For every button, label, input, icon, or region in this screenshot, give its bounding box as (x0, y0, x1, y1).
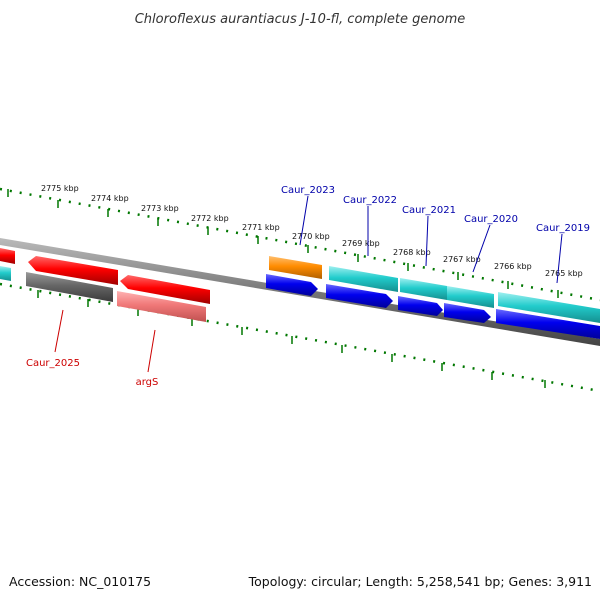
forward-genes-right (269, 256, 600, 323)
ruler-label: 2774 kbp (91, 194, 129, 203)
gene-arrow-caur-2020[interactable] (447, 286, 494, 308)
gene-arrow[interactable] (266, 274, 318, 296)
gene-arrow-caur-2021[interactable] (400, 278, 447, 300)
reverse-genes-left (0, 266, 206, 322)
ruler-label: 2765 kbp (545, 269, 583, 278)
gene-arrow[interactable] (28, 256, 118, 285)
gene-label-caur-2021[interactable]: Caur_2021 (402, 205, 456, 216)
ruler-label: 2768 kbp (393, 248, 431, 257)
gene-arrow[interactable] (0, 248, 15, 264)
ruler-label: 2772 kbp (191, 214, 229, 223)
ruler-label: 2767 kbp (443, 255, 481, 264)
gene-arrow-caur-2022[interactable] (329, 266, 398, 292)
gene-arrow[interactable] (444, 303, 491, 323)
gene-label-caur-2019[interactable]: Caur_2019 (536, 223, 590, 234)
gene-arrow[interactable] (0, 266, 11, 281)
lower-genes-right (266, 274, 600, 339)
ruler-labels: 2775 kbp 2774 kbp 2773 kbp 2772 kbp 2771… (41, 184, 583, 278)
gene-arrow[interactable] (398, 296, 443, 316)
ruler-label: 2773 kbp (141, 204, 179, 213)
gene-arrow[interactable] (496, 309, 600, 339)
gene-labels: Caur_2023 Caur_2022 Caur_2021 Caur_2020 … (26, 185, 590, 388)
ruler-label: 2771 kbp (242, 223, 280, 232)
ruler-upper-ticks (0, 187, 600, 302)
ruler-major-ticks (7, 189, 559, 388)
ruler-lower-ticks (0, 282, 600, 393)
ruler-label: 2770 kbp (292, 232, 330, 241)
gene-label-caur-2023[interactable]: Caur_2023 (281, 185, 335, 196)
gene-label-caur-2020[interactable]: Caur_2020 (464, 214, 518, 225)
gene-arrow[interactable] (326, 284, 393, 308)
genome-summary-text: Topology: circular; Length: 5,258,541 bp… (248, 574, 592, 589)
gene-label-caur-2022[interactable]: Caur_2022 (343, 195, 397, 206)
gene-label-caur-2025[interactable]: Caur_2025 (26, 358, 80, 369)
gene-arrow-caur-2023[interactable] (269, 256, 322, 279)
gene-arrow[interactable] (120, 275, 210, 304)
forward-genes-left (0, 248, 210, 304)
gene-label-args[interactable]: argS (136, 377, 159, 388)
label-leaders (54, 195, 563, 373)
accession-text: Accession: NC_010175 (9, 574, 151, 589)
gene-arrow-caur-2019[interactable] (498, 292, 600, 323)
ruler-label: 2766 kbp (494, 262, 532, 271)
gene-arrow-args[interactable] (117, 291, 206, 322)
map-title: Chloroflexus aurantiacus J-10-fl, comple… (135, 12, 466, 27)
ruler-label: 2775 kbp (41, 184, 79, 193)
gene-arrow-caur-2025[interactable] (26, 272, 113, 302)
ruler-label: 2769 kbp (342, 239, 380, 248)
